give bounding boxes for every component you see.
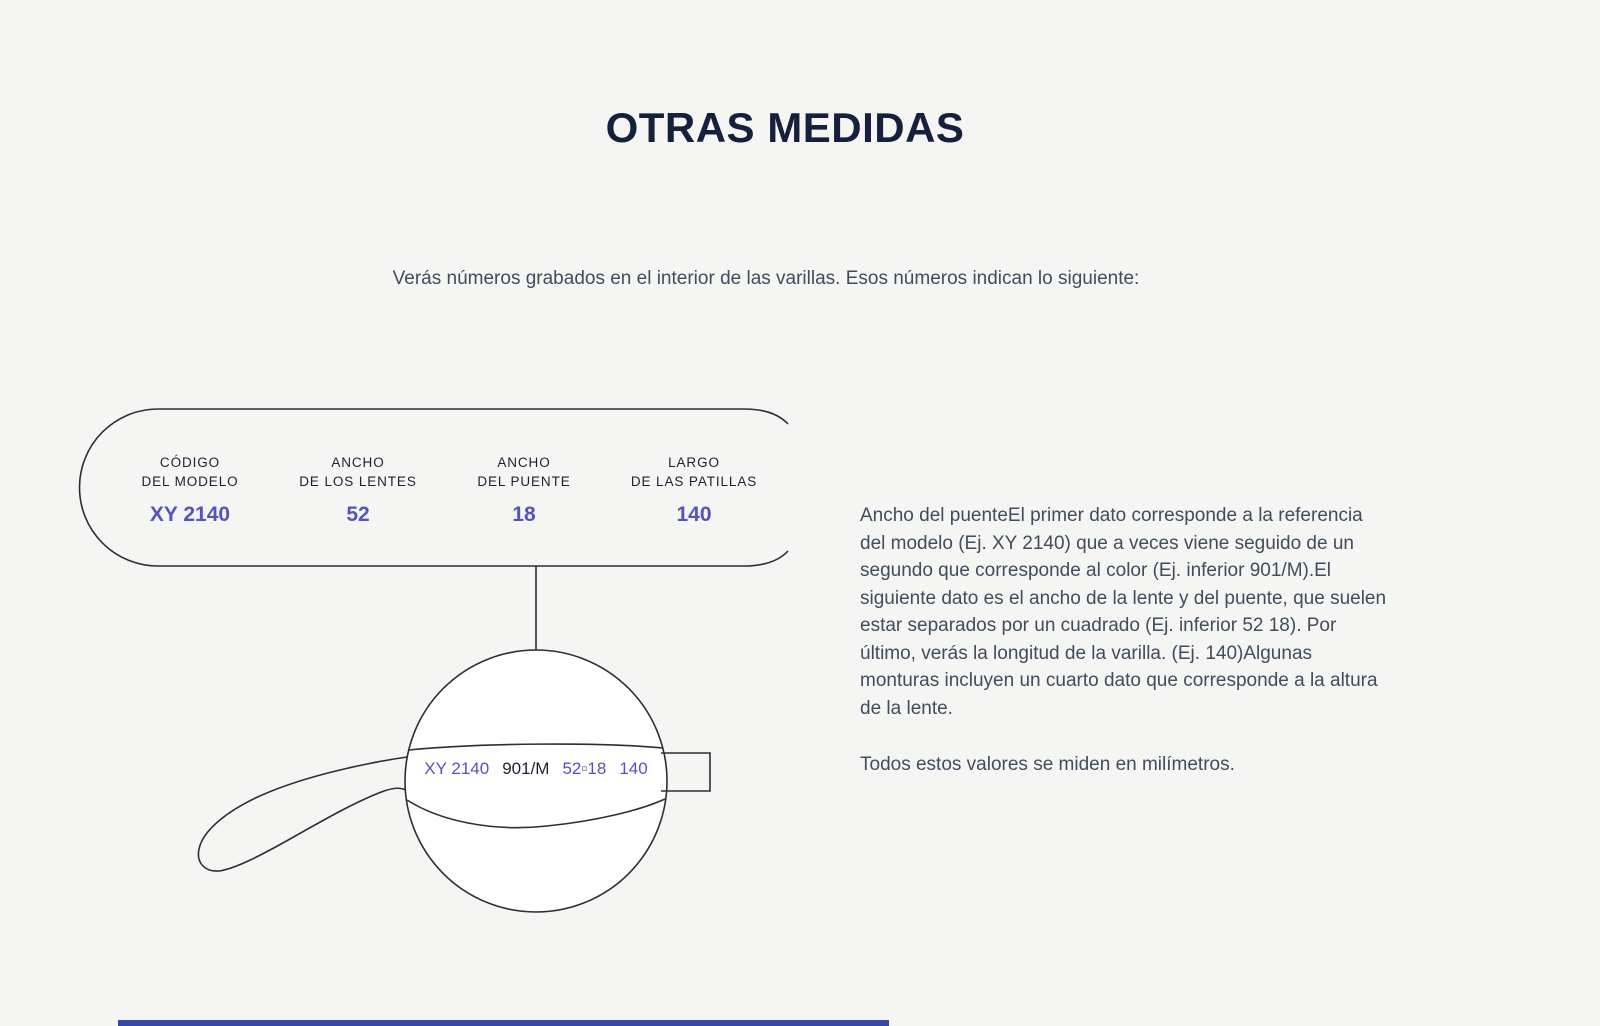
measurement-column-temple-length: LARGO DE LAS PATILLAS 140 [584, 453, 804, 527]
temple-length-label-line1: LARGO [668, 455, 720, 470]
bridge-width-label-line1: ANCHO [497, 455, 551, 470]
callout-pill-outline [78, 408, 789, 567]
temple-bottom-edge [406, 798, 666, 829]
page-title: OTRAS MEDIDAS [605, 104, 965, 152]
measurement-column-model: CÓDIGO DEL MODELO XY 2140 [80, 453, 300, 527]
model-value: XY 2140 [149, 503, 231, 526]
temple-arm [197, 756, 408, 872]
engraving-color-code: 901/M [502, 759, 550, 778]
description-paragraph-1: Ancho del puenteEl primer dato correspon… [860, 505, 1387, 719]
description-paragraph-2: Todos estos valores se miden en milímetr… [860, 754, 1235, 775]
measurement-column-lens-width: ANCHO DE LOS LENTES 52 [248, 453, 468, 527]
description-block: Ancho del puenteEl primer dato correspon… [860, 502, 1390, 779]
engraving-lens-bridge: 52▫18 [562, 759, 607, 778]
temple-length-label-line2: DE LAS PATILLAS [630, 474, 758, 489]
bottom-accent-bar [118, 1020, 889, 1026]
engraving-model: XY 2140 [424, 759, 490, 778]
hinge-rectangle [661, 752, 711, 792]
magnifier-circle [404, 649, 668, 913]
intro-text: Verás números grabados en el interior de… [392, 268, 1140, 289]
lens-width-value: 52 [346, 503, 370, 526]
lens-width-label-line1: ANCHO [331, 455, 385, 470]
model-label-line2: DEL MODELO [141, 474, 239, 489]
engraving-temple-length: 140 [619, 759, 648, 778]
model-label-line1: CÓDIGO [159, 455, 221, 470]
temple-top-edge [408, 743, 664, 751]
measurement-column-bridge-width: ANCHO DEL PUENTE 18 [414, 453, 634, 527]
temple-length-value: 140 [676, 503, 712, 526]
bridge-width-value: 18 [512, 503, 536, 526]
bridge-width-label-line2: DEL PUENTE [477, 474, 571, 489]
lens-width-label-line2: DE LOS LENTES [299, 474, 417, 489]
engraving-text: XY 2140 901/M 52▫18 140 [406, 759, 666, 779]
